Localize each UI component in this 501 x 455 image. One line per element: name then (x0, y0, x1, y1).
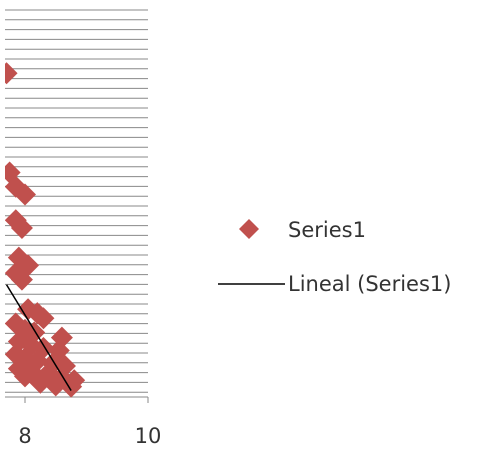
data-point (38, 362, 61, 385)
data-point (10, 268, 33, 291)
data-point (0, 161, 21, 184)
trendline-segment (5, 284, 72, 391)
legend-label-trendline: Lineal (Series1) (288, 272, 451, 296)
data-point (14, 365, 36, 388)
gridlines (5, 9, 148, 393)
legend-diamond-icon (239, 219, 259, 239)
legend: Series1 Lineal (Series1) (218, 218, 451, 296)
plot-clip-mask (0, 0, 5, 455)
data-point (14, 183, 36, 206)
x-tick-label: 8 (18, 424, 31, 448)
data-point (32, 307, 55, 330)
x-tick-label: 10 (135, 424, 162, 448)
series1-points (0, 62, 86, 398)
x-axis-ticks: 8 10 (18, 397, 161, 448)
legend-label-series1: Series1 (288, 218, 366, 242)
trendline (5, 284, 72, 391)
data-point (10, 217, 33, 240)
